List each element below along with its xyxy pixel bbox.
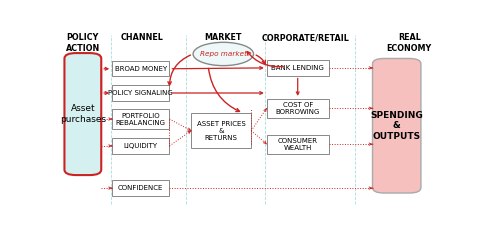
Bar <box>191 113 251 148</box>
Text: SPENDING
&
OUTPUTS: SPENDING & OUTPUTS <box>370 111 423 141</box>
Text: CONFIDENCE: CONFIDENCE <box>118 185 164 191</box>
Bar <box>266 135 328 154</box>
Bar <box>112 138 170 154</box>
Bar <box>112 61 170 76</box>
FancyBboxPatch shape <box>64 53 101 175</box>
Text: CHANNEL: CHANNEL <box>120 33 164 42</box>
Text: MARKET: MARKET <box>204 33 242 42</box>
Text: LIQUIDITY: LIQUIDITY <box>124 143 158 149</box>
FancyBboxPatch shape <box>372 58 421 193</box>
Text: POLICY SIGNALING: POLICY SIGNALING <box>108 90 173 96</box>
Text: Asset
purchases: Asset purchases <box>60 104 106 124</box>
Bar <box>112 109 170 129</box>
Text: CONSUMER
WEALTH: CONSUMER WEALTH <box>278 138 318 151</box>
Text: ASSET PRICES
&
RETURNS: ASSET PRICES & RETURNS <box>197 121 246 141</box>
Text: COST OF
BORROWING: COST OF BORROWING <box>276 102 320 115</box>
Text: BROAD MONEY: BROAD MONEY <box>114 66 167 72</box>
Bar <box>266 99 328 118</box>
Bar <box>112 85 170 101</box>
Bar <box>112 180 170 196</box>
Text: POLICY
ACTION: POLICY ACTION <box>66 33 100 53</box>
Ellipse shape <box>193 42 254 66</box>
Text: Repo market: Repo market <box>200 51 247 57</box>
Bar <box>266 60 328 75</box>
Text: BANK LENDING: BANK LENDING <box>272 65 324 71</box>
Text: PORTFOLIO
REBALANCING: PORTFOLIO REBALANCING <box>116 113 166 126</box>
Text: REAL
ECONOMY: REAL ECONOMY <box>386 33 432 53</box>
Text: CORPORATE/RETAIL: CORPORATE/RETAIL <box>262 33 350 42</box>
